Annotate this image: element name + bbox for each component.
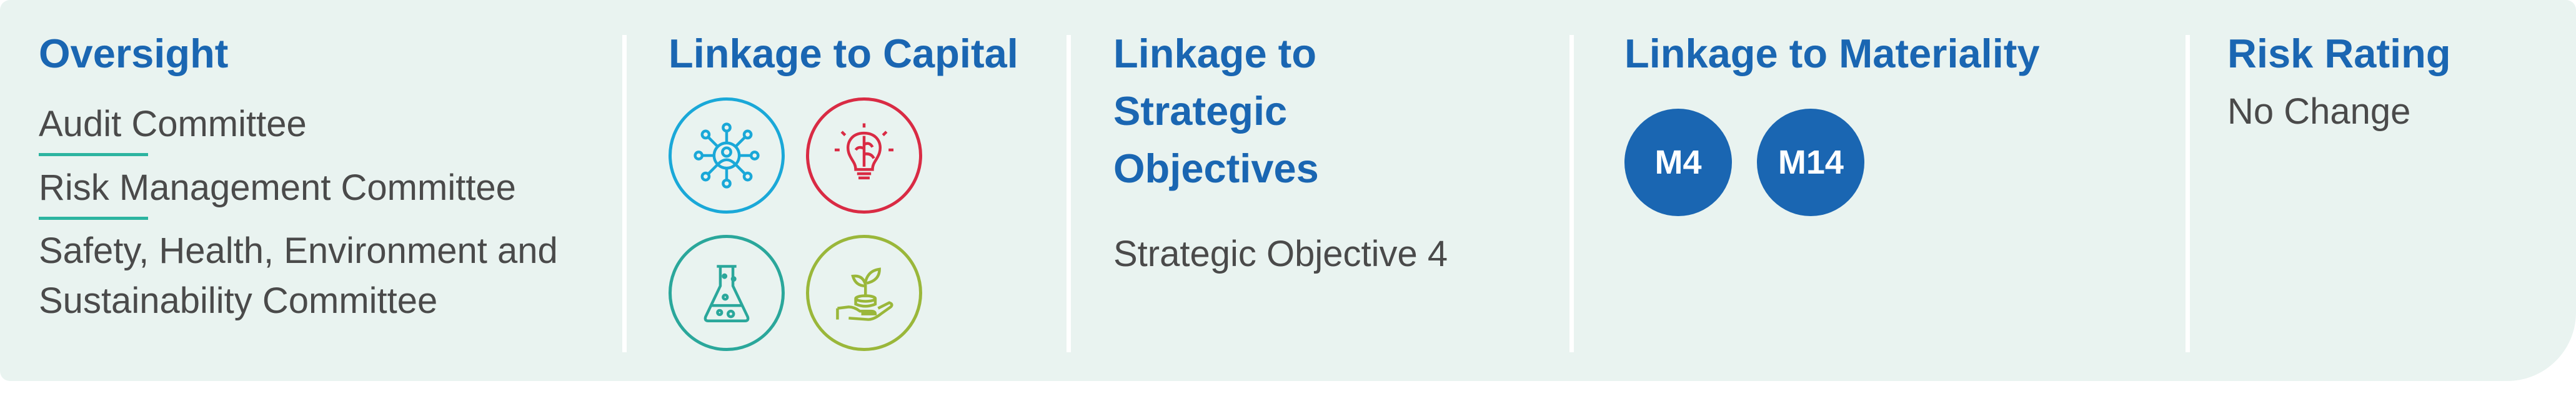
capital-icon-grid	[669, 97, 931, 360]
risk-rating-column: Risk Rating No Change	[2227, 25, 2451, 137]
strategic-objective-value: Strategic Objective 4	[1113, 234, 1448, 274]
column-divider	[1569, 35, 1574, 352]
materiality-heading: Linkage to Materiality	[1624, 31, 2040, 76]
committee-label: Risk Management Committee	[39, 167, 516, 208]
hand-plant-icon	[806, 235, 922, 351]
oversight-heading: Oversight	[39, 31, 229, 76]
column-divider	[1067, 35, 1071, 352]
human-network-icon	[669, 97, 785, 214]
risk-rating-heading: Risk Rating	[2227, 31, 2451, 76]
committee-list: Audit Committee Risk Management Committe…	[39, 99, 564, 339]
strategic-column: Linkage to Strategic Objectives Strategi…	[1113, 25, 1501, 280]
committee-item: Audit Committee	[39, 99, 564, 162]
committee-label: Safety, Health, Environment and Sustaina…	[39, 230, 558, 321]
lightbulb-brain-icon	[806, 97, 922, 214]
capital-heading: Linkage to Capital	[669, 31, 1018, 76]
committee-underline	[39, 153, 148, 156]
materiality-badges: M4 M14	[1624, 109, 2040, 216]
materiality-badge: M14	[1757, 109, 1865, 216]
oversight-column: Oversight Audit Committee Risk Managemen…	[39, 25, 564, 339]
materiality-badge: M4	[1624, 109, 1732, 216]
column-divider	[2186, 35, 2190, 352]
column-divider	[622, 35, 627, 352]
materiality-column: Linkage to Materiality M4 M14	[1624, 25, 2040, 216]
risk-summary-panel: Oversight Audit Committee Risk Managemen…	[0, 0, 2576, 381]
flask-icon	[669, 235, 785, 351]
capital-column: Linkage to Capital	[669, 25, 1018, 360]
strategic-heading: Linkage to Strategic Objectives	[1113, 31, 1319, 191]
committee-item: Safety, Health, Environment and Sustaina…	[39, 226, 564, 339]
risk-rating-value: No Change	[2227, 91, 2411, 132]
committee-item: Risk Management Committee	[39, 162, 564, 226]
committee-underline	[39, 217, 148, 220]
committee-label: Audit Committee	[39, 104, 307, 144]
